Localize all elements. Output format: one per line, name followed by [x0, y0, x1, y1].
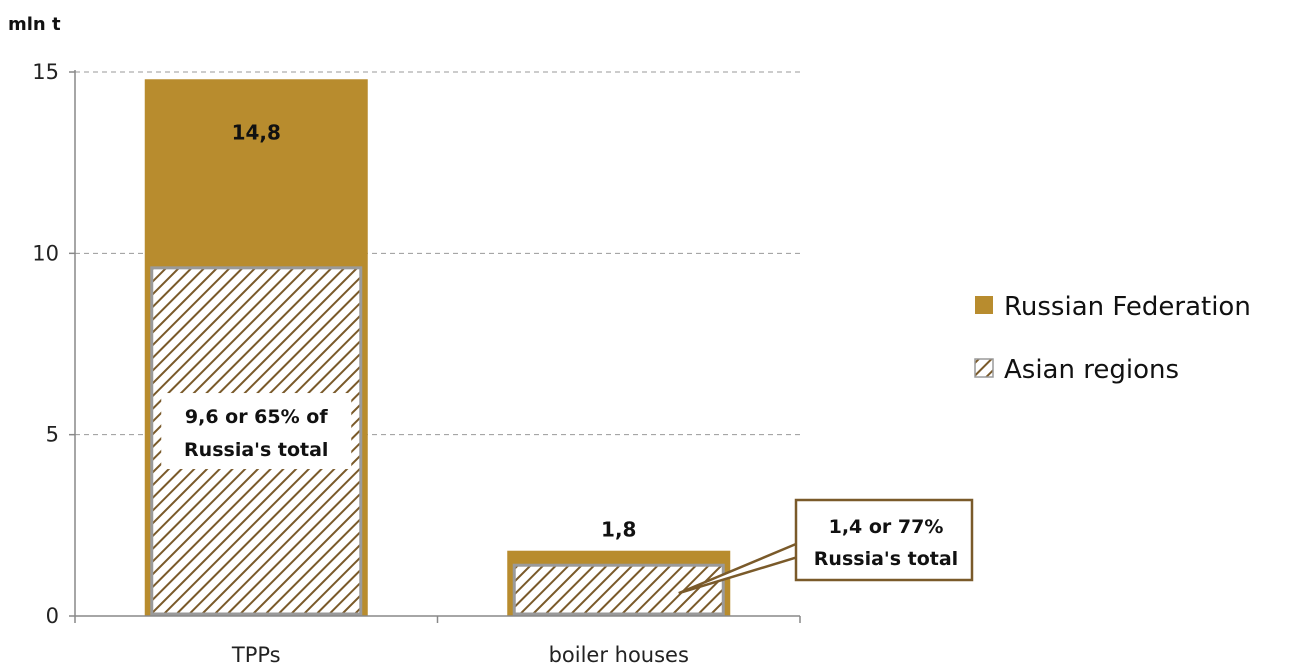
legend-swatch-asian-regions — [974, 358, 994, 378]
annotation-text: Russia's total — [814, 548, 958, 570]
data-label-total: 1,8 — [601, 518, 636, 542]
callout-box — [794, 498, 974, 582]
data-label-total: 14,8 — [232, 120, 281, 144]
annotation-text: 9,6 or 65% of — [185, 406, 328, 428]
y-axis-unit: mln t — [8, 14, 61, 35]
y-tick-labels: 0 5 10 15 — [32, 60, 75, 628]
bars — [144, 79, 731, 616]
legend-label: Russian Federation — [1004, 292, 1251, 322]
legend-label: Asian regions — [1004, 355, 1179, 385]
y-tick-label: 10 — [32, 241, 59, 265]
annotations: 9,6 or 65% of Russia's total 1,4 or 77% Rus… — [161, 393, 974, 595]
annotation-text: Russia's total — [184, 439, 328, 461]
category-label: boiler houses — [549, 643, 689, 667]
category-label: TPPs — [231, 643, 281, 667]
callout-pointer — [678, 542, 797, 595]
data-labels: 14,8 1,8 — [232, 120, 637, 541]
y-tick-label: 0 — [46, 604, 59, 628]
x-tick-marks — [74, 616, 801, 623]
annotation-text: 1,4 or 77% — [829, 516, 944, 538]
category-labels: TPPs boiler houses — [231, 643, 689, 667]
legend-swatch-russian-federation — [975, 296, 993, 314]
y-tick-label: 15 — [32, 60, 59, 84]
legend: Russian Federation Asian regions — [974, 292, 1251, 385]
y-tick-label: 5 — [46, 423, 59, 447]
annotation-box — [161, 393, 352, 470]
